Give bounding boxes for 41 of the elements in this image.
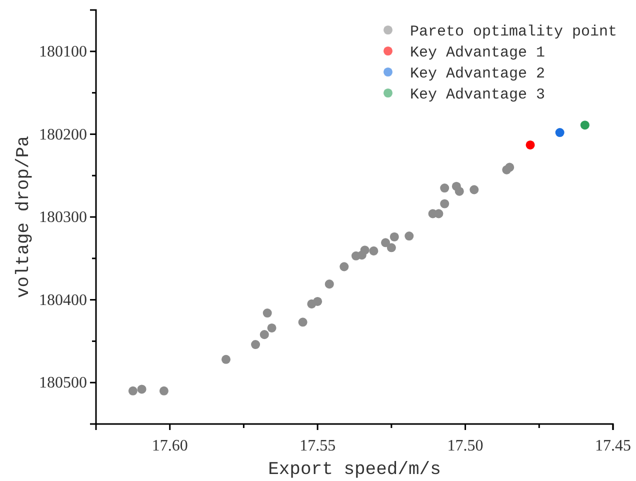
point xyxy=(440,199,450,208)
point xyxy=(381,238,390,248)
point xyxy=(221,354,231,364)
y-tick-label: 180500 xyxy=(39,374,87,392)
point xyxy=(369,246,378,256)
legend-label: Pareto optimality point xyxy=(410,23,618,40)
point xyxy=(340,262,349,272)
legend-label: Key Advantage 3 xyxy=(410,86,546,104)
point xyxy=(390,232,399,242)
point xyxy=(298,318,308,327)
point xyxy=(440,184,450,193)
point xyxy=(580,120,590,130)
x-tick-label: 17.45 xyxy=(595,438,631,455)
legend-label: Key Advantage 1 xyxy=(410,44,546,62)
point xyxy=(260,330,269,340)
point xyxy=(360,246,370,255)
point xyxy=(128,386,138,396)
y-tick-label: 180100 xyxy=(39,44,87,61)
x-tick-label: 17.60 xyxy=(152,438,188,455)
legend-label: Key Advantage 2 xyxy=(410,65,546,82)
point xyxy=(526,140,535,150)
point xyxy=(404,232,414,241)
y-axis-title: voltage drop/Pa xyxy=(14,136,34,298)
point xyxy=(313,296,322,306)
x-axis-title: Export speed/m/s xyxy=(268,460,441,480)
point xyxy=(137,384,146,394)
x-tick-label: 17.55 xyxy=(300,438,336,455)
y-tick-label: 180400 xyxy=(39,292,87,309)
point xyxy=(251,340,260,350)
point xyxy=(454,186,464,196)
point xyxy=(324,280,334,289)
y-tick-label: 180200 xyxy=(39,126,87,144)
point xyxy=(159,386,168,396)
point xyxy=(470,185,479,194)
point xyxy=(386,243,396,252)
point xyxy=(555,128,564,138)
point xyxy=(505,162,514,172)
y-tick-label: 180300 xyxy=(39,209,87,226)
point xyxy=(262,308,272,318)
x-tick-label: 17.50 xyxy=(447,438,484,455)
point xyxy=(267,323,276,332)
